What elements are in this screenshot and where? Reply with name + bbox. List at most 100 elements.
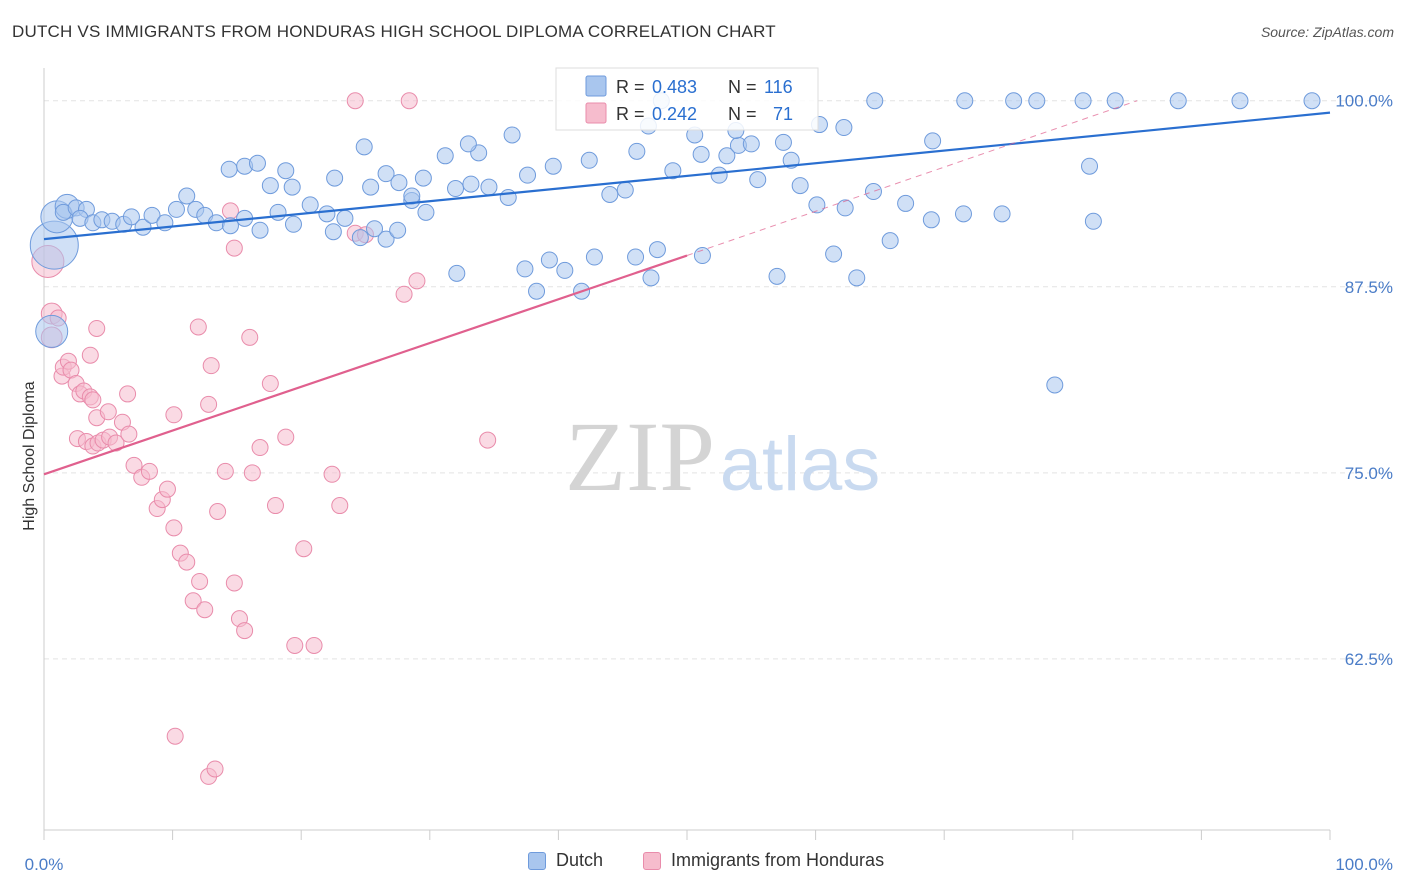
dutch-point: [835, 119, 853, 137]
dutch-point: [601, 186, 619, 204]
dutch-point: [1169, 92, 1187, 110]
dutch-trend-line: [43, 111, 1331, 241]
dutch-point: [326, 169, 344, 187]
honduras-point: [243, 464, 261, 482]
legend-honduras-n-label: N =: [728, 104, 757, 124]
dutch-point: [1106, 92, 1124, 110]
dutch-point: [301, 196, 319, 214]
legend-item-dutch-swatch: [528, 851, 546, 870]
legend-series: Dutch Immigrants from Honduras: [0, 850, 1406, 880]
dutch-point: [362, 178, 380, 196]
dutch-point: [692, 145, 710, 163]
y-tick-label: 100.0%: [1335, 92, 1393, 111]
y-tick-labels: 100.0% 87.5% 75.0% 62.5%: [1335, 92, 1393, 669]
dutch-point: [448, 264, 466, 282]
dutch-point: [585, 248, 603, 266]
legend-item-honduras[interactable]: Immigrants from Honduras: [643, 850, 884, 871]
honduras-trend-line: [43, 254, 688, 476]
dutch-point: [377, 230, 395, 248]
dutch-point: [791, 177, 809, 195]
honduras-point: [295, 540, 313, 558]
honduras-point: [241, 328, 259, 346]
dutch-point: [503, 126, 521, 144]
honduras-point: [200, 395, 218, 413]
legend-item-dutch[interactable]: Dutch: [528, 850, 603, 871]
y-tick-label: 87.5%: [1345, 278, 1393, 297]
y-axis-title: High School Diploma: [21, 381, 38, 531]
dutch-point: [956, 92, 974, 110]
dutch-point: [848, 269, 866, 287]
honduras-point: [209, 503, 227, 521]
honduras-point: [225, 574, 243, 592]
dutch-point: [389, 221, 407, 239]
dutch-point: [251, 221, 269, 239]
honduras-points: [31, 92, 497, 785]
dutch-point: [324, 223, 342, 241]
legend-dutch-n-label: N =: [728, 77, 757, 97]
dutch-points: [29, 92, 1321, 394]
dutch-point: [277, 162, 295, 180]
dutch-point: [134, 218, 152, 236]
dutch-point: [390, 174, 408, 192]
honduras-point: [165, 519, 183, 537]
legend-item-honduras-label: Immigrants from Honduras: [671, 850, 885, 870]
honduras-point: [191, 572, 209, 590]
dutch-point: [480, 178, 498, 196]
dutch-point: [261, 177, 279, 195]
honduras-point: [166, 727, 184, 745]
chart-title: DUTCH VS IMMIGRANTS FROM HONDURAS HIGH S…: [12, 22, 776, 41]
dutch-point: [336, 209, 354, 227]
dutch-point: [366, 220, 384, 238]
honduras-point: [196, 601, 214, 619]
dutch-point: [664, 162, 682, 180]
legend-honduras-swatch: [585, 102, 607, 124]
dutch-point: [627, 248, 645, 266]
dutch-point: [954, 205, 972, 223]
dutch-point: [459, 135, 477, 153]
dutch-point: [283, 178, 301, 196]
trend-lines: [43, 100, 1331, 476]
honduras-point: [202, 357, 220, 375]
dutch-point: [866, 92, 884, 110]
dutch-point: [544, 157, 562, 175]
honduras-point: [305, 636, 323, 654]
dutch-point: [167, 200, 185, 218]
dutch-point: [377, 165, 395, 183]
dutch-point: [1303, 92, 1321, 110]
dutch-point: [516, 260, 534, 278]
dutch-point: [1231, 92, 1249, 110]
honduras-point: [120, 425, 138, 443]
dutch-point: [417, 203, 435, 221]
legend-item-dutch-label: Dutch: [556, 850, 604, 870]
legend-dutch-n-value: 116: [764, 77, 793, 97]
honduras-point: [395, 285, 413, 303]
grid-lines: [44, 100, 1392, 660]
dutch-point: [742, 135, 760, 153]
dutch-point: [749, 171, 767, 189]
dutch-point: [178, 187, 196, 205]
dutch-point: [447, 180, 465, 198]
dutch-point: [648, 241, 666, 259]
legend-dutch-swatch: [585, 75, 607, 97]
y-tick-label: 75.0%: [1345, 464, 1393, 483]
dutch-point: [808, 196, 826, 214]
dutch-point: [881, 232, 899, 250]
dutch-point: [922, 211, 940, 229]
honduras-point: [323, 465, 341, 483]
honduras-point: [221, 202, 239, 220]
dutch-point: [414, 169, 432, 187]
legend-item-honduras-swatch: [643, 851, 661, 870]
honduras-point: [125, 456, 143, 474]
dutch-point: [825, 245, 843, 263]
x-tick-label-end: 100.0%: [1335, 855, 1393, 874]
honduras-point: [261, 375, 279, 393]
honduras-point: [408, 272, 426, 290]
honduras-point: [331, 497, 349, 515]
dutch-point: [580, 151, 598, 169]
source-label: Source: ZipAtlas.com: [1260, 24, 1394, 40]
honduras-point: [84, 391, 102, 409]
legend-honduras-n-value: 71: [773, 104, 793, 124]
honduras-point: [189, 318, 207, 336]
dutch-point: [528, 282, 546, 300]
